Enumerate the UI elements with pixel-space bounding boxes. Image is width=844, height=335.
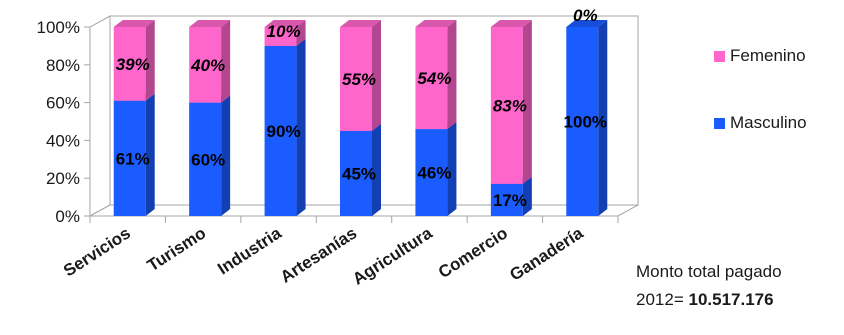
y-tick-label: 40% [46, 131, 80, 150]
bar-femenino-industria-side [296, 20, 306, 46]
x-axis-labels: Servicios Turismo IndustriaArtesaníasAgric… [60, 223, 587, 289]
total-paid-label: Monto total pagado [636, 262, 782, 281]
legend-label-femenino: Femenino [730, 46, 806, 65]
bar-femenino-agricultura-side [447, 20, 457, 130]
data-label-masculino-artesanias: 45% [342, 164, 376, 183]
bar-femenino-agricultura [415, 27, 448, 130]
legend-item-femenino: Femenino [714, 46, 806, 66]
bar-femenino-turismo [189, 27, 222, 103]
total-paid-year: 2012= [636, 290, 689, 309]
data-label-femenino-agricultura: 54% [417, 69, 451, 88]
bar-masculino-comercio-side [522, 176, 532, 216]
legend-item-masculino: Masculino [714, 113, 807, 133]
data-label-masculino-industria: 90% [267, 122, 301, 141]
y-tick-label: 60% [46, 94, 80, 113]
bar-femenino-artesanias [340, 27, 372, 131]
bar-femenino-artesanias-top [340, 20, 381, 27]
bar-masculino-industria [264, 45, 297, 217]
bar-masculino-turismo-side [221, 95, 231, 216]
x-label-artesanias: Artesanías [277, 223, 360, 286]
data-label-masculino-agricultura: 46% [417, 164, 451, 183]
bar-femenino-comercio [490, 27, 523, 184]
data-label-femenino-servicios: 39% [116, 55, 150, 74]
bar-masculino-industria-side [296, 38, 306, 217]
data-label-masculino-servicios: 61% [116, 149, 150, 168]
data-label-femenino-industria: 10% [267, 22, 301, 41]
x-label-industria: Industria [214, 223, 285, 278]
bar-masculino-agricultura-side [447, 122, 457, 216]
data-label-femenino-comercio: 83% [493, 96, 527, 115]
x-label-ganaderia: Ganadería [506, 223, 587, 285]
x-label-servicios: Servicios [60, 223, 134, 280]
x-label-comercio: Comercio [435, 223, 511, 282]
bar-masculino-ganaderia [566, 27, 599, 216]
y-tick-label: 80% [46, 56, 80, 75]
data-label-femenino-artesanias: 55% [342, 70, 376, 89]
bar-femenino-turismo-top [189, 20, 231, 27]
data-label-femenino-ganaderia: 0% [573, 6, 598, 25]
bar-masculino-ganaderia-side [598, 20, 608, 216]
bar-femenino-artesanias-side [372, 20, 381, 131]
bar-femenino-comercio-side [522, 20, 532, 184]
total-paid-value: 10.517.176 [688, 290, 774, 309]
y-axis-ticks: 0% 20% 40% 60% 80% 100% [37, 18, 619, 226]
data-label-masculino-turismo: 60% [191, 150, 225, 169]
bar-masculino-servicios [113, 100, 146, 216]
bar-masculino-artesanias-side [372, 123, 381, 216]
bar-femenino-industria-top [264, 20, 306, 27]
bar-masculino-artesanias [340, 130, 372, 216]
bar-masculino-agricultura [415, 129, 448, 216]
bars: 61% 39% 60% 40% 90% 10% 45% 55% 46% 54% 17% 83% 100%… [113, 6, 608, 217]
bar-femenino-industria [264, 27, 297, 46]
legend-swatch-masculino [714, 117, 725, 129]
bar-femenino-servicios [113, 27, 146, 101]
bar-masculino-servicios-side [145, 93, 155, 216]
y-tick-label: 0% [55, 207, 80, 226]
bar-masculino-ganaderia-top [566, 20, 608, 27]
x-label-agricultura: Agricultura [349, 223, 436, 289]
bar-femenino-agricultura-top [415, 20, 457, 27]
y-tick-label: 100% [37, 18, 80, 37]
bar-femenino-comercio-top [490, 20, 532, 27]
legend-label-masculino: Masculino [730, 113, 807, 132]
bar-masculino-turismo [189, 102, 222, 216]
data-label-masculino-ganaderia: 100% [564, 113, 607, 132]
side-wall [89, 15, 111, 217]
bar-masculino-comercio [490, 183, 523, 216]
y-tick-label: 20% [46, 169, 80, 188]
data-label-masculino-comercio: 17% [493, 191, 527, 210]
x-label-turismo: Turismo [144, 223, 210, 275]
legend-swatch-femenino [714, 50, 725, 62]
bar-femenino-servicios-side [145, 20, 155, 101]
data-label-femenino-turismo: 40% [190, 56, 225, 75]
bar-femenino-servicios-top [113, 20, 155, 27]
bar-femenino-turismo-side [221, 20, 231, 103]
total-paid-note-line1: Monto total pagado [636, 262, 782, 282]
total-paid-note-line2: 2012= 10.517.176 [636, 290, 774, 310]
